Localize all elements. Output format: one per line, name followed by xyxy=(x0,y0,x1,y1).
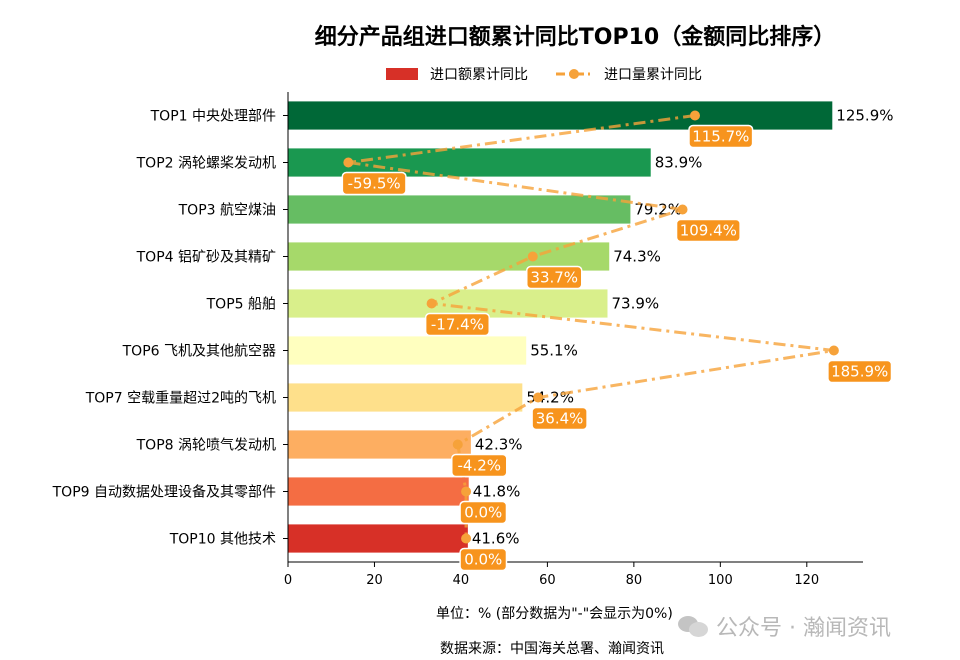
x-tick-label: 40 xyxy=(453,573,470,588)
bar-value-label: 74.3% xyxy=(613,248,661,266)
category-label: TOP3 航空煤油 xyxy=(178,203,276,219)
legend: 进口额累计同比 进口量累计同比 xyxy=(386,67,702,83)
line-value-label: 109.4% xyxy=(680,222,737,240)
bar-value-label: 41.6% xyxy=(472,530,520,548)
line-point xyxy=(343,157,354,168)
line-value-label: 33.7% xyxy=(530,269,578,287)
line-value-label: -4.2% xyxy=(457,457,501,475)
line-series xyxy=(348,114,835,539)
line-point xyxy=(677,204,688,215)
bar xyxy=(288,195,631,224)
line-point xyxy=(452,439,463,450)
line-value-label: 115.7% xyxy=(692,128,749,146)
category-label: TOP5 船舶 xyxy=(206,297,276,313)
line-value-badge xyxy=(688,124,754,149)
line-point xyxy=(426,298,437,309)
x-tick-label: 60 xyxy=(539,573,556,588)
category-label: TOP9 自动数据处理设备及其零部件 xyxy=(52,484,276,501)
line-point xyxy=(461,486,472,497)
line-value-badge xyxy=(451,453,508,478)
line-value-badge xyxy=(675,218,741,243)
legend-line-label: 进口量累计同比 xyxy=(604,67,702,83)
x-tick-label: 20 xyxy=(366,573,383,588)
line-value-badge xyxy=(525,265,583,290)
category-label: TOP1 中央处理部件 xyxy=(150,109,276,125)
line-point xyxy=(533,392,544,403)
line-point xyxy=(689,110,700,121)
watermark-text: 公众号 · 瀚闻资讯 xyxy=(716,616,891,641)
source-note: 数据来源：中国海关总署、瀚闻资讯 xyxy=(440,641,664,657)
bar xyxy=(288,336,527,365)
category-label: TOP10 其他技术 xyxy=(169,532,276,548)
unit-note: 单位：% (部分数据为"-"会显示为0%) xyxy=(436,606,673,622)
legend-line-marker xyxy=(569,69,579,79)
bar xyxy=(288,524,468,553)
line-value-label: -59.5% xyxy=(348,175,401,193)
bar xyxy=(288,148,651,177)
bar-value-label: 41.8% xyxy=(473,483,521,501)
line-value-badge xyxy=(459,500,508,525)
line-value-label: 0.0% xyxy=(464,551,502,569)
watermark: 公众号 · 瀚闻资讯 xyxy=(676,610,891,642)
x-tick-label: 0 xyxy=(284,573,292,588)
line-point xyxy=(828,345,839,356)
line-value-label: 36.4% xyxy=(536,410,584,428)
chart-title: 细分产品组进口额累计同比TOP10（金额同比排序） xyxy=(315,24,835,50)
line-value-badge xyxy=(827,359,893,384)
category-label: TOP4 铝矿砂及其精矿 xyxy=(136,250,276,266)
category-label: TOP7 空载重量超过2吨的飞机 xyxy=(85,391,276,407)
line-value-badge xyxy=(424,312,490,337)
category-label: TOP6 飞机及其他航空器 xyxy=(122,344,276,360)
line-value-badge xyxy=(531,406,588,431)
line-value-label: -17.4% xyxy=(431,316,484,334)
bar-value-label: 83.9% xyxy=(655,154,703,172)
bar xyxy=(288,430,471,459)
legend-bar-swatch xyxy=(386,68,418,80)
legend-bar-label: 进口额累计同比 xyxy=(430,67,528,83)
line-value-label: 0.0% xyxy=(464,504,502,522)
bar xyxy=(288,477,469,506)
bar-value-label: 55.1% xyxy=(530,342,578,360)
line-point xyxy=(527,251,538,262)
line-point xyxy=(461,533,472,544)
x-tick-label: 80 xyxy=(626,573,643,588)
line-value-badge xyxy=(459,547,508,572)
category-label: TOP2 涡轮螺桨发动机 xyxy=(136,155,276,172)
bar-value-label: 125.9% xyxy=(836,107,893,125)
bar-value-label: 73.9% xyxy=(611,295,659,313)
bar-value-label: 42.3% xyxy=(475,436,523,454)
x-tick-label: 120 xyxy=(794,573,819,588)
bar xyxy=(288,383,523,412)
plot-area: TOP1 中央处理部件 125.9% TOP2 涡轮螺桨发动机 83.9% TOP3 航… xyxy=(52,92,894,588)
line-value-badge xyxy=(341,171,407,196)
x-tick-label: 100 xyxy=(708,573,733,588)
wechat-icon xyxy=(676,614,710,638)
category-label: TOP8 涡轮喷气发动机 xyxy=(136,438,276,454)
line-value-label: 185.9% xyxy=(831,363,888,381)
